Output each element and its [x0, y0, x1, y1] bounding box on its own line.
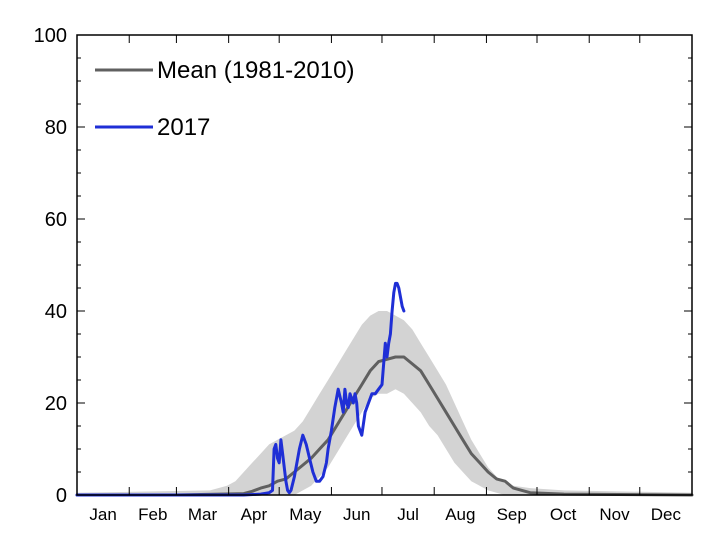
spread-band — [77, 311, 692, 495]
x-tick-label: Sep — [497, 505, 527, 524]
legend-label: Mean (1981-2010) — [157, 57, 354, 84]
x-tick-label: Dec — [651, 505, 682, 524]
y-tick-label: 60 — [45, 209, 67, 231]
legend: Mean (1981-2010) 2017 — [95, 57, 354, 141]
x-tick-label: May — [289, 505, 322, 524]
plot-frame — [76, 34, 693, 496]
series-layer — [75, 281, 694, 497]
y-tick-label: 20 — [45, 393, 67, 415]
x-tick-label: Oct — [550, 505, 577, 524]
x-tick-label: Nov — [599, 505, 630, 524]
x-tick-label: Jun — [343, 505, 370, 524]
x-tick-label: Apr — [241, 505, 268, 524]
legend-label: 2017 — [157, 114, 210, 141]
series-line-2017 — [75, 281, 406, 497]
y-tick-label: 100 — [34, 25, 67, 47]
x-tick-label: Mar — [188, 505, 218, 524]
y-tick-label: 40 — [45, 301, 67, 323]
x-tick-label: Feb — [138, 505, 167, 524]
y-tick-label: 0 — [56, 485, 67, 507]
x-tick-label: Aug — [445, 505, 475, 524]
x-tick-label: Jan — [89, 505, 116, 524]
axes-layer: 0 20 40 60 80 100 Jan Feb Mar Apr May Jun Jul Aug Sep O… — [34, 25, 693, 524]
y-tick-label: 80 — [45, 117, 67, 139]
spread-band-layer — [77, 311, 692, 495]
x-tick-label: Jul — [397, 505, 419, 524]
